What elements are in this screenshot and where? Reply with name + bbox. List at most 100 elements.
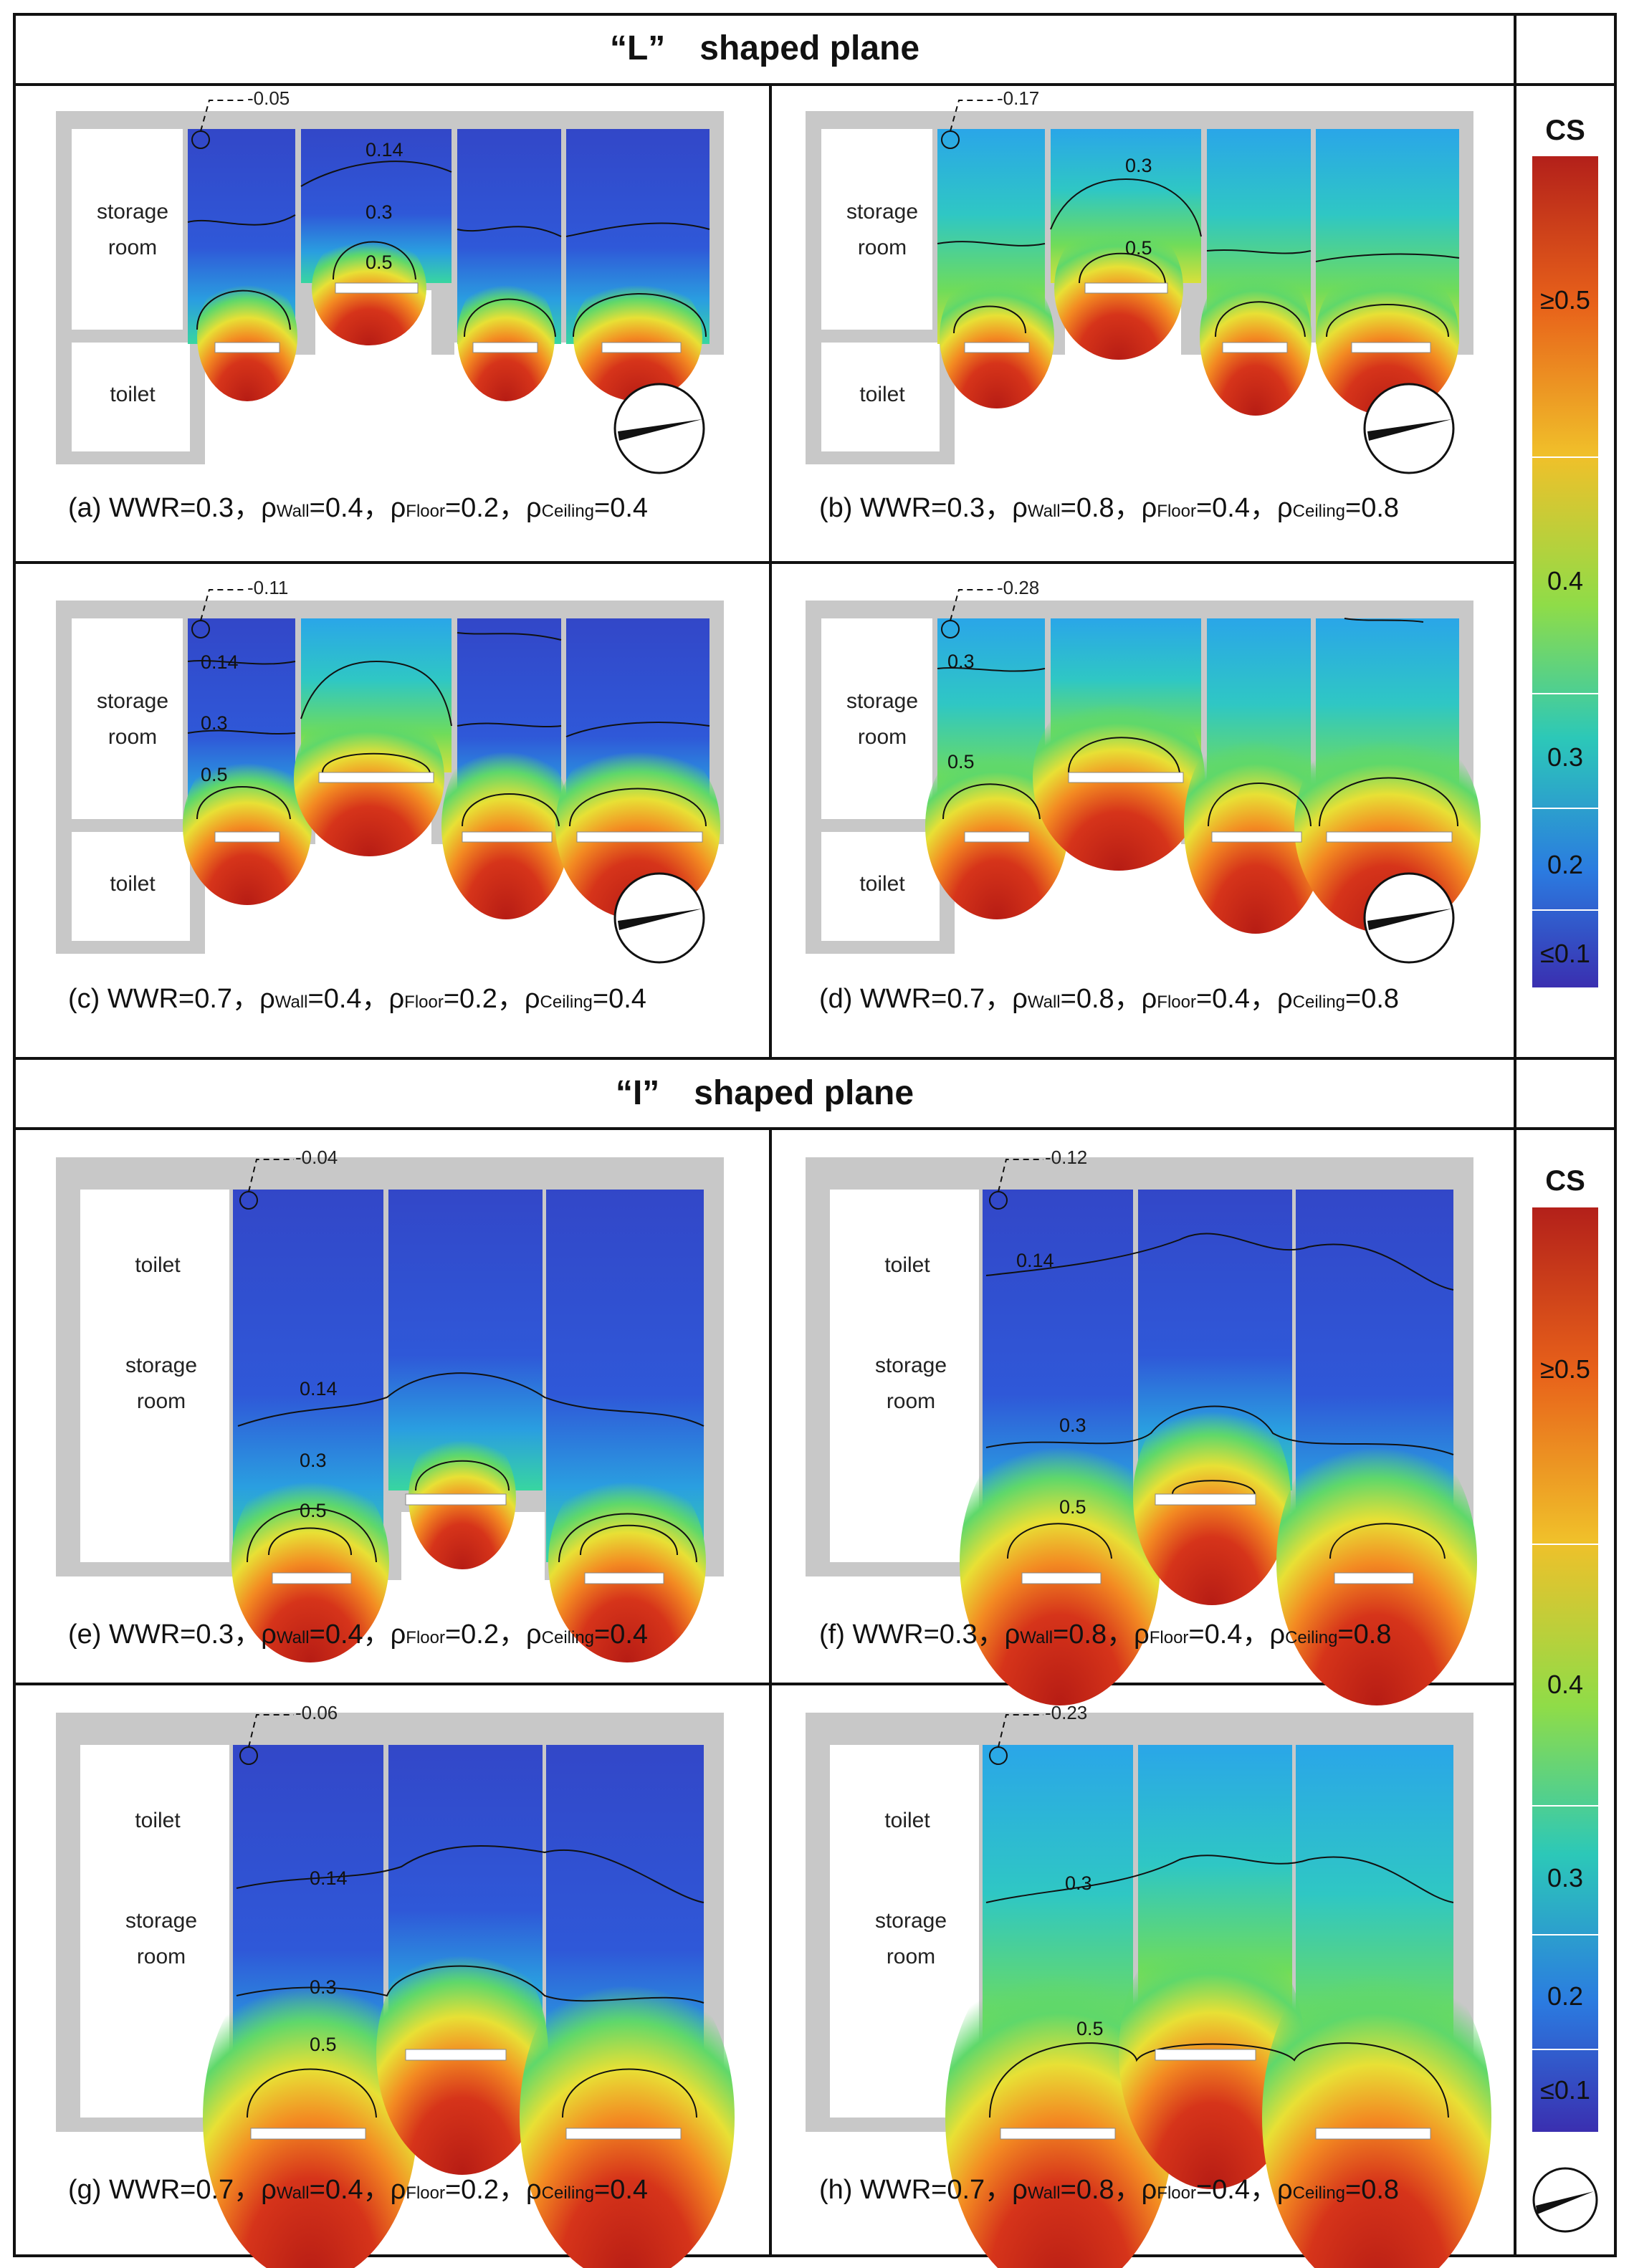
caption-g: (g) WWR=0.7，ρWall=0.4，ρFloor=0.2，ρCeilin… <box>68 2176 648 2204</box>
room-label-toilet: toilet <box>135 1809 181 1832</box>
probe-value-f: -0.12 <box>1045 1147 1087 1168</box>
i-plane-title: “I” shaped plane <box>615 1074 914 1112</box>
colorbar-l <box>1532 156 1598 987</box>
caption-ceiling-sub: Ceiling <box>1285 1628 1338 1647</box>
caption-letter: (c) <box>68 984 108 1014</box>
caption-ceiling-sub: Ceiling <box>1292 992 1346 1012</box>
room-label-toilet: toilet <box>859 383 905 406</box>
probe-value-e: -0.04 <box>295 1147 338 1168</box>
caption-wall-sub: Wall <box>276 502 310 521</box>
caption-wall-sub: Wall <box>1020 1628 1054 1647</box>
caption-sep: ， <box>1114 984 1142 1014</box>
caption-rho: ρ <box>390 493 406 523</box>
probe-value-d: -0.28 <box>997 577 1039 598</box>
caption-floor-sub: Floor <box>406 502 445 521</box>
colorbar-label-l-1: 0.4 <box>1547 566 1584 595</box>
contour-label-a: 0.5 <box>366 252 393 273</box>
caption-floor-sub: Floor <box>1157 2183 1196 2203</box>
caption-c: (c) WWR=0.7，ρWall=0.4，ρFloor=0.2，ρCeilin… <box>68 985 646 1013</box>
caption-floor-sub: Floor <box>404 992 444 1012</box>
caption-wall: =0.4 <box>309 493 363 523</box>
colorbar-title-l: CS <box>1545 115 1585 146</box>
caption-letter: (d) <box>819 984 860 1014</box>
caption-letter: (f) <box>819 1619 853 1650</box>
caption-floor: =0.2 <box>444 493 500 523</box>
colorbar-title-i: CS <box>1545 1165 1585 1197</box>
caption-sep: ， <box>977 1619 1005 1650</box>
caption-ceiling-sub: Ceiling <box>540 992 593 1012</box>
contour-label-b: 0.5 <box>1125 237 1152 259</box>
contour-label-h: 0.5 <box>1076 2018 1104 2039</box>
room-label-room: room <box>137 1389 186 1413</box>
room-label-toilet: toilet <box>110 383 156 406</box>
caption-floor: =0.2 <box>444 2175 500 2205</box>
caption-sep: ， <box>499 1619 527 1650</box>
room-label-room: room <box>137 1945 186 1968</box>
caption-a: (a) WWR=0.3，ρWall=0.4，ρFloor=0.2，ρCeilin… <box>68 494 648 522</box>
caption-wall: =0.4 <box>307 984 362 1014</box>
contour-label-f: 0.3 <box>1059 1415 1086 1436</box>
caption-wwr: WWR=0.3 <box>109 1619 234 1650</box>
caption-rho: ρ <box>1012 984 1028 1014</box>
room-label-storage: storage <box>875 1354 947 1377</box>
caption-wwr: WWR=0.7 <box>860 2175 985 2205</box>
contour-label-c: 0.14 <box>201 651 239 673</box>
caption-wall-sub: Wall <box>276 1628 310 1647</box>
caption-ceiling: =0.8 <box>1345 984 1400 1014</box>
room-label-toilet: toilet <box>135 1253 181 1277</box>
contour-label-e: 0.3 <box>300 1450 327 1471</box>
caption-floor: =0.4 <box>1195 2175 1251 2205</box>
caption-rho: ρ <box>1277 984 1293 1014</box>
caption-wwr: WWR=0.7 <box>860 984 985 1014</box>
caption-sep: ， <box>1250 2175 1278 2205</box>
caption-rho: ρ <box>1141 984 1157 1014</box>
panel-a-plan <box>56 100 724 474</box>
contour-label-f: 0.14 <box>1016 1250 1054 1271</box>
caption-rho: ρ <box>1141 2175 1157 2205</box>
caption-sep: ， <box>363 493 391 523</box>
caption-rho: ρ <box>526 2175 542 2205</box>
caption-sep: ， <box>499 2175 527 2205</box>
caption-rho: ρ <box>1134 1619 1150 1650</box>
room-label-room: room <box>858 236 907 259</box>
room-label-storage: storage <box>846 689 918 713</box>
caption-ceiling: =0.4 <box>594 1619 649 1650</box>
panel-f-plan <box>806 1157 1477 1705</box>
caption-rho: ρ <box>1141 493 1157 523</box>
room-label-toilet: toilet <box>859 872 905 896</box>
contour-label-g: 0.14 <box>310 1867 348 1889</box>
contour-label-e: 0.14 <box>300 1378 338 1399</box>
contour-label-d: 0.3 <box>947 651 975 672</box>
room-label-toilet: toilet <box>110 872 156 896</box>
caption-wall-sub: Wall <box>276 2183 310 2203</box>
caption-wall: =0.4 <box>309 2175 363 2205</box>
caption-rho: ρ <box>261 1619 277 1650</box>
contour-label-g: 0.5 <box>310 2034 337 2055</box>
caption-wall: =0.8 <box>1060 984 1114 1014</box>
room-label-room: room <box>887 1945 935 1968</box>
caption-letter: (h) <box>819 2175 860 2205</box>
colorbar-label-i-2: 0.3 <box>1547 1863 1584 1893</box>
panel-d-plan <box>806 589 1481 964</box>
caption-sep: ， <box>232 984 260 1014</box>
caption-letter: (e) <box>68 1619 109 1650</box>
caption-rho: ρ <box>526 1619 542 1650</box>
caption-wwr: WWR=0.3 <box>860 493 985 523</box>
room-label-toilet: toilet <box>884 1253 930 1277</box>
caption-rho: ρ <box>259 984 275 1014</box>
caption-e: (e) WWR=0.3，ρWall=0.4，ρFloor=0.2，ρCeilin… <box>68 1621 648 1648</box>
caption-sep: ， <box>234 2175 262 2205</box>
room-label-room: room <box>108 725 157 749</box>
colorbar-i <box>1532 1207 1598 2132</box>
caption-ceiling: =0.4 <box>594 493 649 523</box>
caption-h: (h) WWR=0.7，ρWall=0.8，ρFloor=0.4，ρCeilin… <box>819 2176 1399 2204</box>
caption-rho: ρ <box>390 2175 406 2205</box>
caption-rho: ρ <box>1012 493 1028 523</box>
caption-sep: ， <box>234 493 262 523</box>
probe-value-c: -0.11 <box>247 577 288 598</box>
room-label-storage: storage <box>97 200 168 224</box>
room-label-room: room <box>108 236 157 259</box>
caption-b: (b) WWR=0.3，ρWall=0.8，ρFloor=0.4，ρCeilin… <box>819 494 1399 522</box>
caption-floor: =0.4 <box>1188 1619 1243 1650</box>
